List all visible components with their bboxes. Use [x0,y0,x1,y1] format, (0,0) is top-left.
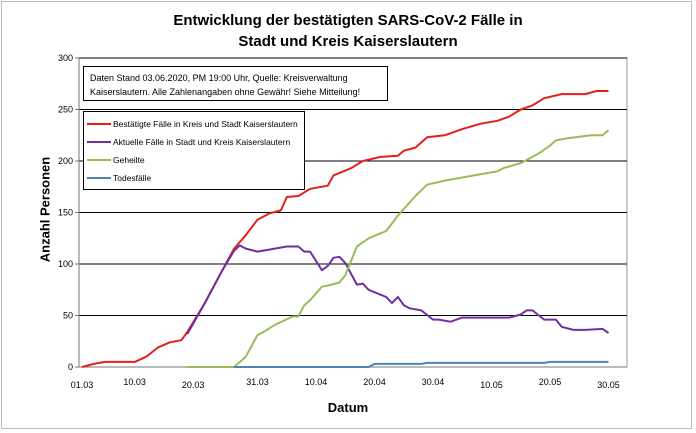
legend-swatch [87,141,111,143]
legend-item: Bestätigte Fälle in Kreis und Stadt Kais… [87,115,304,133]
y-tick-label: 100 [58,259,73,269]
x-tick-label: 30.05 [597,380,620,390]
x-tick-label: 31.03 [246,377,269,387]
series-line [81,90,609,368]
x-tick-label: 20.03 [182,380,205,390]
series-line [187,129,610,368]
y-tick-label: 50 [63,311,73,321]
y-tick-label: 300 [58,53,73,63]
x-tick-label: 01.03 [71,380,94,390]
note-line-1: Daten Stand 03.06.2020, PM 19:00 Uhr, Qu… [90,73,348,83]
note-line-2: Kaiserslautern. Alle Zahlenangaben ohne … [90,87,361,97]
legend-label: Bestätigte Fälle in Kreis und Stadt Kais… [113,119,298,129]
x-axis-label: Datum [327,400,369,415]
legend-item: Aktuelle Fälle in Stadt und Kreis Kaiser… [87,133,304,151]
chart-title-line-1: Entwicklung der bestätigten SARS-CoV-2 F… [173,12,523,29]
y-tick-label: 0 [68,362,73,372]
y-tick-label: 250 [58,105,73,115]
legend-label: Aktuelle Fälle in Stadt und Kreis Kaiser… [113,137,291,147]
x-tick-label: 10.04 [305,377,328,387]
legend-swatch [87,123,111,125]
y-axis-label: Anzahl Personen [37,156,53,263]
data-note-box: Daten Stand 03.06.2020, PM 19:00 Uhr, Qu… [83,66,388,101]
y-tick-label: 150 [58,208,73,218]
legend-label: Geheilte [113,155,145,165]
series-line [234,360,609,368]
y-tick-label: 200 [58,156,73,166]
legend-swatch [87,177,111,179]
legend-swatch [87,159,111,161]
x-tick-label: 30.04 [422,377,445,387]
x-tick-label: 20.04 [363,377,386,387]
legend: Bestätigte Fälle in Kreis und Stadt Kais… [83,111,305,190]
x-tick-label: 10.03 [123,377,146,387]
legend-label: Todesfälle [113,173,152,183]
x-tick-label: 10.05 [480,380,503,390]
legend-item: Todesfälle [87,169,304,187]
legend-item: Geheilte [87,151,304,169]
x-tick-label: 20.05 [539,377,562,387]
series-line [186,244,610,335]
chart-title-line-2: Stadt und Kreis Kaiserslautern [238,33,458,50]
